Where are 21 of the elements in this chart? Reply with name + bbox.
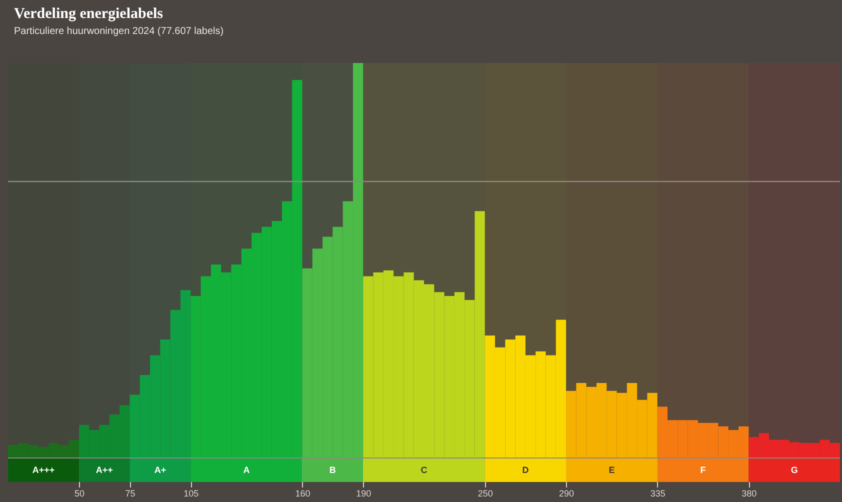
band-label: A (243, 465, 250, 475)
x-tick-label: 250 (478, 488, 493, 498)
x-tick-label: 75 (125, 488, 136, 498)
chart-subtitle: Particuliere huurwoningen 2024 (77.607 labels) (14, 26, 224, 37)
x-tick-label: 380 (742, 488, 757, 498)
band-label: B (329, 465, 336, 475)
band-label: E (608, 465, 615, 475)
x-tick-label: 105 (184, 488, 199, 498)
band-label: D (522, 465, 530, 475)
band-label: F (700, 465, 706, 475)
x-tick-label: 190 (356, 488, 372, 498)
x-tick-label: 335 (650, 488, 666, 498)
x-tick-label: 290 (559, 488, 574, 498)
band-label: G (790, 465, 798, 475)
band-label: A+++ (32, 465, 55, 475)
band-label: A+ (154, 465, 166, 475)
band-label: C (420, 465, 428, 475)
chart-title: Verdeling energielabels (14, 6, 164, 22)
x-tick-label: 50 (74, 488, 85, 498)
x-tick-label: 160 (295, 488, 310, 498)
band-label: A++ (96, 465, 113, 475)
